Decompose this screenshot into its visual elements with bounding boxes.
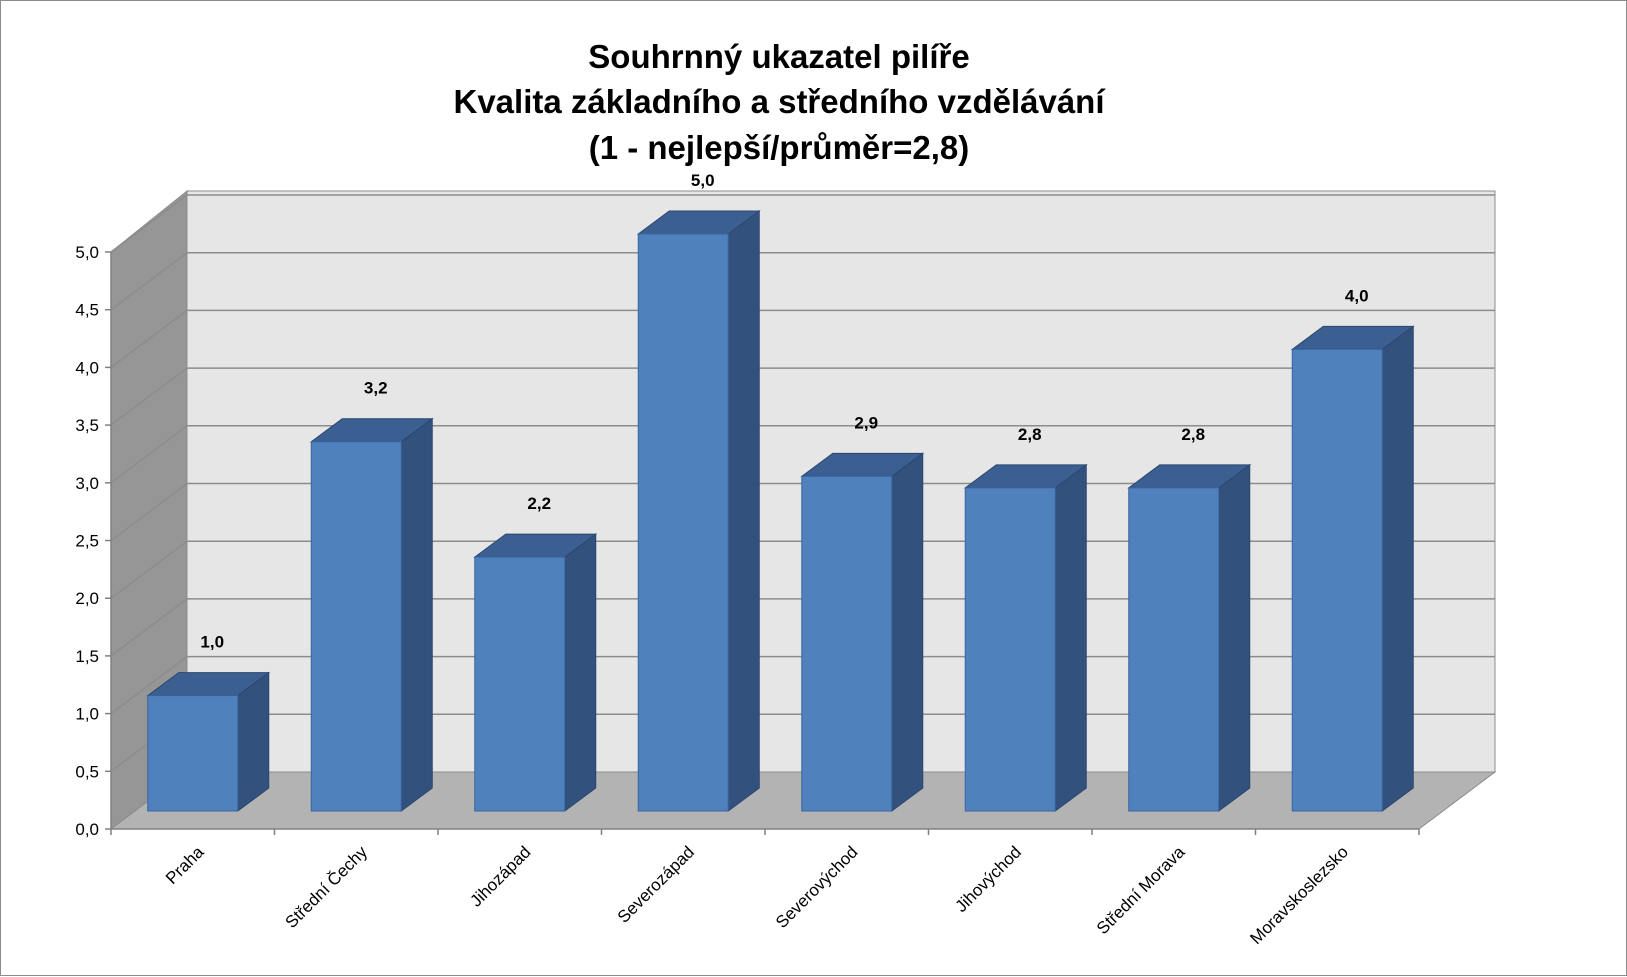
y-tick-label: 4,5 [75,301,99,320]
data-labels: 1,0 3,2 2,2 5,0 2,9 2,8 2,8 4,0 [200,171,1368,652]
category-label: Jihovýchod [951,842,1025,916]
y-tick-label: 5,0 [75,243,99,262]
data-label: 1,0 [200,633,224,652]
y-tick-label: 1,5 [75,647,99,666]
x-axis-category-labels: Praha Střední Čechy Jihozápad Severozápad Se… [162,842,1352,948]
category-label: Jihozápad [466,842,534,910]
bar-side-face [1218,463,1251,812]
bar-8 [1290,325,1415,812]
y-tick-label: 3,5 [75,416,99,435]
data-label: 3,2 [364,379,388,398]
bar-4 [636,210,761,812]
bar-side-face [727,210,760,812]
chart-title-line-2: Kvalita základního a středního vzděláván… [453,83,1106,120]
bar-front-face [474,556,566,812]
category-label: Moravskoslezsko [1246,842,1352,948]
bar-front-face [964,487,1056,812]
category-label: Praha [162,842,208,888]
data-label: 4,0 [1345,286,1369,305]
category-label: Severozápad [614,842,698,926]
bar-2 [309,417,434,812]
bar-6 [963,463,1088,812]
gridline [110,309,1495,368]
bar-side-face [237,671,270,812]
y-tick-label: 3,0 [75,474,99,493]
y-tick-label: 4,0 [75,358,99,377]
data-label: 2,8 [1181,425,1205,444]
category-label: Severovýchod [772,842,862,932]
data-label: 2,9 [854,413,878,432]
y-tick-label: 0,5 [75,762,99,781]
bars [146,210,1415,812]
bar-side-face [400,417,433,812]
bar-side-face [1054,463,1087,812]
bar-3 [473,533,598,812]
bar-front-face [801,475,893,812]
bar-front-face [310,441,402,812]
gridline [110,194,1495,253]
bar-front-face [1291,348,1383,812]
gridline [110,251,1495,311]
bar-side-face [564,533,597,812]
y-tick-label: 2,5 [75,532,99,551]
gridline [110,367,1495,426]
bar-front-face [147,695,239,812]
data-label: 2,2 [527,494,551,513]
bar-1 [146,671,271,812]
category-label: Střední Morava [1093,842,1189,938]
chart-title-line-3: (1 - nejlepší/průměr=2,8) [589,129,970,166]
y-tick-label: 0,0 [75,820,99,839]
bar-7 [1127,463,1252,812]
chart-title-line-1: Souhrnný ukazatel pilíře [588,38,969,75]
data-label: 2,8 [1018,425,1042,444]
bar-side-face [1381,325,1414,812]
axes [105,251,1420,835]
bar-side-face [891,452,924,812]
y-axis-tick-labels: 0,0 0,5 1,0 1,5 2,0 2,5 3,0 3,5 4,0 4,5 5,0 [75,243,99,839]
category-label: Střední Čechy [281,842,371,932]
data-label: 5,0 [691,171,715,190]
bar-front-face [1128,487,1220,812]
bar-5 [800,452,925,812]
y-tick-label: 1,0 [75,705,99,724]
bar-front-face [637,233,729,812]
chart-title: Souhrnný ukazatel pilíře Kvalita základn… [453,38,1106,166]
y-tick-label: 2,0 [75,589,99,608]
gridline [110,425,1495,484]
